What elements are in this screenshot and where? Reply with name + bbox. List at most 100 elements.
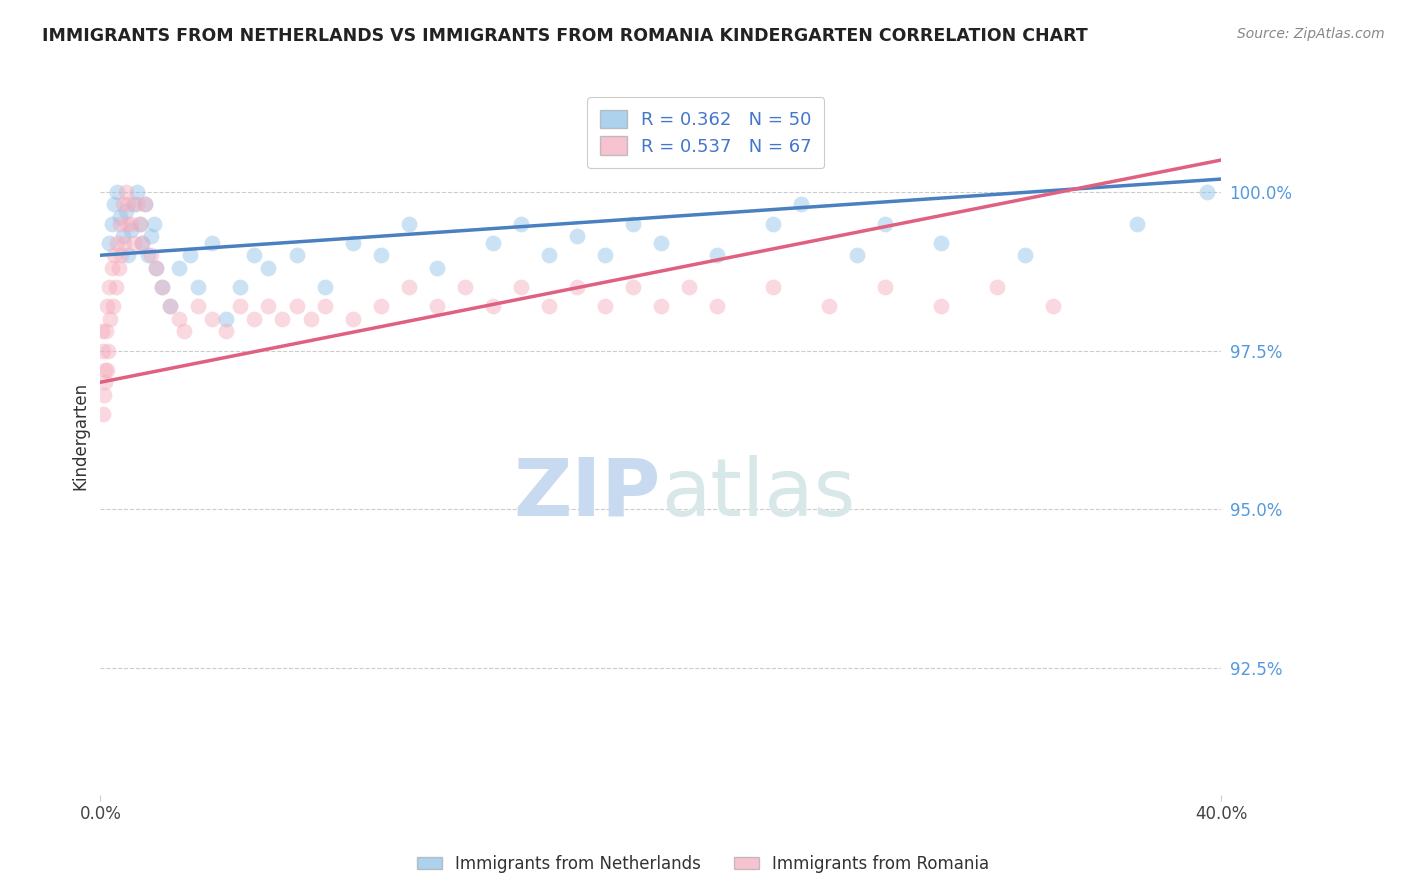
Point bbox=[104, 280, 127, 294]
Point bbox=[91, 343, 114, 358]
Point bbox=[398, 217, 420, 231]
Point bbox=[97, 235, 120, 250]
Point bbox=[131, 235, 153, 250]
Point bbox=[426, 299, 449, 313]
Point bbox=[187, 280, 209, 294]
Point bbox=[120, 217, 142, 231]
Point bbox=[134, 197, 156, 211]
Point bbox=[509, 217, 531, 231]
Point bbox=[426, 260, 449, 275]
Point bbox=[114, 185, 136, 199]
Point bbox=[98, 311, 121, 326]
Point bbox=[1197, 185, 1219, 199]
Point bbox=[621, 217, 644, 231]
Point bbox=[159, 299, 181, 313]
Y-axis label: Kindergarten: Kindergarten bbox=[72, 382, 89, 491]
Point bbox=[117, 248, 139, 262]
Point bbox=[285, 299, 308, 313]
Point bbox=[105, 235, 128, 250]
Point bbox=[873, 217, 896, 231]
Point bbox=[96, 299, 118, 313]
Point bbox=[93, 388, 115, 402]
Point bbox=[342, 311, 364, 326]
Point bbox=[201, 235, 224, 250]
Point bbox=[179, 248, 201, 262]
Point bbox=[145, 260, 167, 275]
Point bbox=[481, 235, 503, 250]
Point bbox=[128, 217, 150, 231]
Point bbox=[101, 299, 124, 313]
Point bbox=[537, 299, 560, 313]
Point bbox=[398, 280, 420, 294]
Point bbox=[762, 280, 785, 294]
Point bbox=[873, 280, 896, 294]
Point bbox=[187, 299, 209, 313]
Point bbox=[706, 299, 728, 313]
Point bbox=[593, 299, 616, 313]
Point bbox=[150, 280, 173, 294]
Point bbox=[342, 235, 364, 250]
Point bbox=[370, 299, 392, 313]
Point bbox=[96, 362, 118, 376]
Point bbox=[128, 217, 150, 231]
Point bbox=[122, 235, 145, 250]
Point bbox=[111, 197, 134, 211]
Point bbox=[790, 197, 813, 211]
Point bbox=[1126, 217, 1149, 231]
Point bbox=[509, 280, 531, 294]
Point bbox=[97, 343, 120, 358]
Point bbox=[271, 311, 294, 326]
Point bbox=[117, 197, 139, 211]
Point bbox=[593, 248, 616, 262]
Point bbox=[650, 299, 672, 313]
Point bbox=[103, 197, 125, 211]
Point bbox=[229, 280, 252, 294]
Point bbox=[986, 280, 1008, 294]
Point bbox=[111, 229, 134, 244]
Point bbox=[90, 325, 112, 339]
Point bbox=[215, 325, 238, 339]
Point bbox=[167, 311, 190, 326]
Point bbox=[108, 217, 131, 231]
Point bbox=[125, 185, 148, 199]
Point bbox=[215, 311, 238, 326]
Point bbox=[91, 407, 114, 421]
Point bbox=[818, 299, 841, 313]
Point bbox=[243, 248, 266, 262]
Point bbox=[565, 280, 588, 294]
Point bbox=[845, 248, 868, 262]
Point bbox=[929, 235, 952, 250]
Point bbox=[122, 197, 145, 211]
Text: ZIP: ZIP bbox=[513, 455, 661, 533]
Point bbox=[142, 217, 165, 231]
Point bbox=[565, 229, 588, 244]
Point bbox=[453, 280, 475, 294]
Point bbox=[173, 325, 195, 339]
Point bbox=[94, 376, 117, 390]
Point bbox=[100, 260, 122, 275]
Point bbox=[314, 299, 336, 313]
Point bbox=[97, 280, 120, 294]
Text: Source: ZipAtlas.com: Source: ZipAtlas.com bbox=[1237, 27, 1385, 41]
Point bbox=[103, 248, 125, 262]
Point bbox=[139, 229, 162, 244]
Point bbox=[1042, 299, 1064, 313]
Point bbox=[105, 185, 128, 199]
Point bbox=[201, 311, 224, 326]
Point bbox=[929, 299, 952, 313]
Point bbox=[299, 311, 322, 326]
Point bbox=[678, 280, 700, 294]
Point bbox=[93, 362, 115, 376]
Point bbox=[112, 235, 135, 250]
Point bbox=[125, 197, 148, 211]
Point bbox=[243, 311, 266, 326]
Point bbox=[1014, 248, 1036, 262]
Point bbox=[257, 299, 280, 313]
Point bbox=[107, 260, 129, 275]
Point bbox=[115, 217, 138, 231]
Point bbox=[650, 235, 672, 250]
Point bbox=[110, 248, 132, 262]
Point bbox=[145, 260, 167, 275]
Point bbox=[100, 217, 122, 231]
Point bbox=[481, 299, 503, 313]
